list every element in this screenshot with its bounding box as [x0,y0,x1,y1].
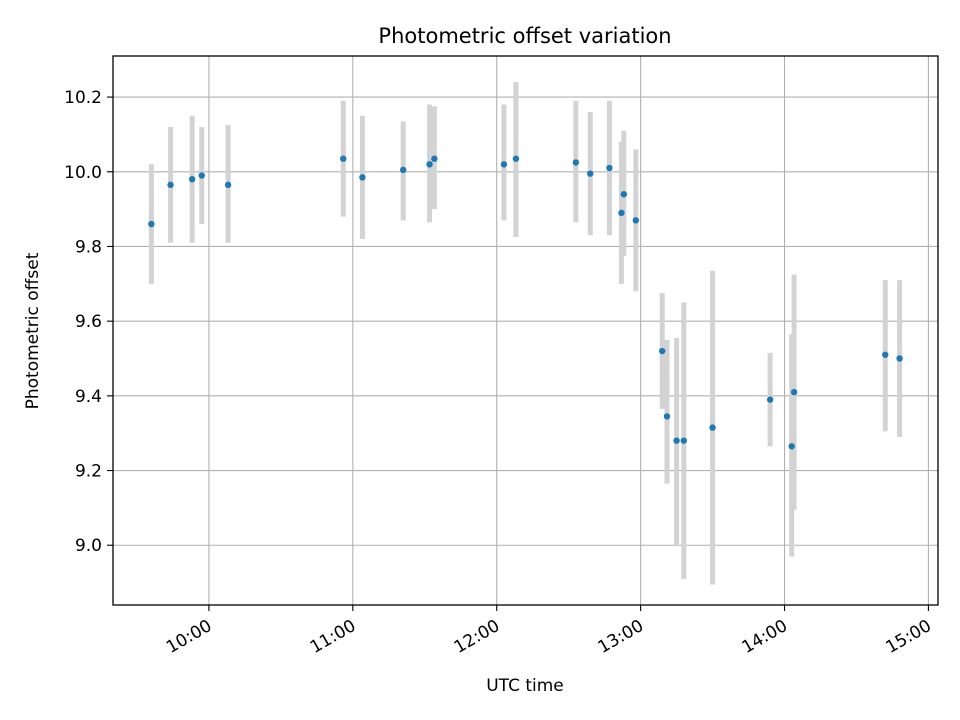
y-tick-label: 10.2 [64,88,102,108]
y-tick-label: 9.4 [75,387,102,407]
data-point [680,437,687,444]
data-point [224,181,232,189]
data-point [882,351,889,358]
data-point [198,172,205,179]
data-point [359,174,366,181]
data-point [788,443,795,450]
chart-title: Photometric offset variation [378,24,671,48]
data-point [620,190,628,198]
y-tick-label: 9.8 [75,237,102,257]
data-point [709,424,716,431]
x-tick-label: 10:00 [163,616,215,658]
y-tick-label: 9.2 [75,462,102,482]
data-point [167,181,174,189]
data-point [673,437,680,444]
data-point [431,155,438,162]
data-points [148,155,903,450]
data-point [618,209,625,217]
y-axis-label: Photometric offset [23,252,43,409]
x-tick-label: 12:00 [451,616,503,658]
data-point [148,220,155,228]
error-bars [148,82,903,585]
data-point [340,155,347,162]
x-tick-label: 15:00 [882,616,934,658]
data-point [663,413,671,420]
data-point [587,170,594,177]
y-tick-label: 9.0 [75,536,102,556]
grid-lines [113,56,938,605]
data-point [572,159,580,166]
plot-frame [112,55,939,606]
data-point [896,355,903,362]
data-point [766,396,774,403]
data-point [512,155,520,162]
data-point [399,166,407,174]
data-point [790,388,798,396]
y-tick-label: 10.0 [64,163,102,183]
x-tick-label: 11:00 [307,616,359,658]
y-axis-ticks: 9.0 9.2 9.4 9.6 9.8 10.0 10.2 [64,88,113,556]
x-tick-label: 13:00 [595,616,647,658]
data-point [426,161,433,168]
data-point [188,176,196,183]
x-axis-ticks: 10:00 11:00 12:00 13:00 14:00 15:00 [163,605,935,658]
data-point [659,347,666,355]
data-point [500,161,508,168]
x-axis-label: UTC time [486,676,564,696]
data-point [606,164,613,172]
x-tick-label: 14:00 [739,616,791,658]
data-point [632,217,640,224]
y-tick-label: 9.6 [75,312,102,332]
